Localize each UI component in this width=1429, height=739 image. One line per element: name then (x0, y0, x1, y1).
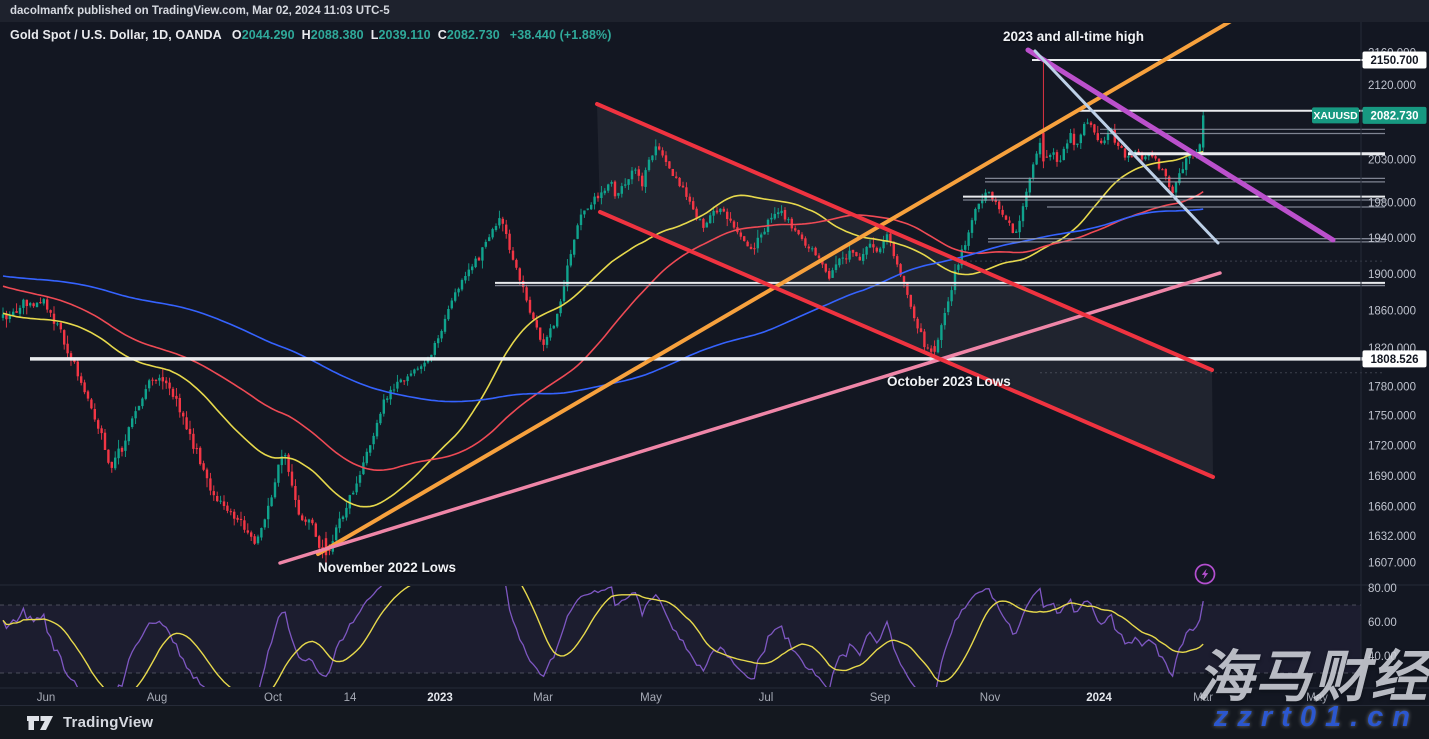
close-label: C (437, 28, 447, 42)
time-label: Jun (37, 692, 56, 704)
price-label: 2030.000 (1368, 155, 1416, 167)
annotation-all-time-high[interactable]: 2023 and all-time high (1003, 29, 1145, 44)
time-label: Aug (147, 692, 167, 704)
price-label: 2120.000 (1368, 80, 1416, 92)
candlestick-series[interactable] (1, 60, 1205, 563)
last-price-badge-bg (1362, 106, 1427, 124)
price-label: 1607.000 (1368, 558, 1416, 570)
change-value: +38.440 (+1.88%) (509, 28, 612, 42)
price-label: 1660.000 (1368, 502, 1416, 514)
tradingview-logo-icon[interactable] (26, 712, 54, 734)
time-label: Mar (1193, 692, 1213, 704)
publish-info: dacolmanfx published on TradingView.com,… (10, 5, 390, 17)
close-value: 2082.730 (446, 28, 500, 42)
low-label: L (370, 28, 379, 42)
level-price-badge: 1808.526 (1371, 354, 1419, 366)
price-label: 1720.000 (1368, 441, 1416, 453)
time-label: 14 (344, 692, 357, 704)
time-label: May (1306, 692, 1328, 704)
flash-icon[interactable] (1194, 563, 1216, 585)
annotation-november-2022-lows[interactable]: November 2022 Lows (318, 560, 457, 575)
time-label: Jul (759, 692, 774, 704)
high-value: 2088.380 (310, 28, 364, 42)
trend-channel-fill (597, 104, 1213, 477)
price-label: 1632.000 (1368, 531, 1416, 543)
ath-price-badge-bg (1362, 51, 1427, 69)
time-label: Nov (980, 692, 1001, 704)
trendline-uptrend-pink[interactable] (278, 271, 1222, 565)
time-axis[interactable]: Jun Aug Oct 14 2023 Mar May Jul Sep Nov 2024 Mar May (37, 692, 1328, 704)
ath-price-badge: 2150.700 (1371, 55, 1419, 67)
price-label: 1750.000 (1368, 411, 1416, 423)
time-label: Sep (870, 692, 890, 704)
open-label: O (231, 28, 242, 42)
time-label: 2023 (427, 692, 453, 704)
publish-header: dacolmanfx published on TradingView.com,… (0, 0, 1429, 22)
last-price-badge: 2082.730 (1371, 110, 1419, 122)
high-label: H (301, 28, 311, 42)
symbol-chip-bg (1312, 107, 1359, 124)
price-label: 1900.000 (1368, 269, 1416, 281)
rsi-line[interactable] (2, 560, 1204, 710)
level-price-badge-bg (1362, 350, 1427, 368)
annotation-october-2023-lows[interactable]: October 2023 Lows (887, 374, 1011, 389)
symbol-title[interactable]: Gold Spot / U.S. Dollar, 1D, OANDA (10, 28, 222, 42)
watermark-brand: 海马财经 (1197, 645, 1429, 708)
rsi-axis-label: 40.00 (1368, 651, 1397, 663)
price-label: 1780.000 (1368, 381, 1416, 393)
channel-lower-red[interactable] (598, 210, 1215, 479)
trendline-uptrend-orange[interactable] (316, 14, 1243, 556)
rsi-axis-label: 60.00 (1368, 617, 1397, 629)
ma-mid-red[interactable] (2, 190, 1204, 472)
symbol-chip: XAUUSD (1313, 110, 1358, 122)
trendline-down-purple[interactable] (1025, 47, 1336, 243)
low-value: 2039.110 (378, 28, 431, 42)
time-label: May (640, 692, 662, 704)
chart-legend[interactable]: Gold Spot / U.S. Dollar, 1D, OANDA O2044… (10, 28, 611, 42)
open-value: 2044.290 (241, 28, 295, 42)
time-label: Oct (264, 692, 283, 704)
trendline-down-steel[interactable] (1033, 49, 1220, 245)
time-label: 2024 (1086, 692, 1112, 704)
tradingview-logo-text[interactable]: TradingView (63, 714, 154, 731)
price-label: 1980.000 (1368, 198, 1416, 210)
channel-upper-red[interactable] (595, 102, 1214, 372)
horizontal-levels[interactable] (30, 59, 1385, 374)
time-label: Mar (533, 692, 553, 704)
price-label: 1690.000 (1368, 471, 1416, 483)
price-label: 1940.000 (1368, 233, 1416, 245)
ma-fast-yellow[interactable] (2, 150, 1204, 508)
price-label: 1860.000 (1368, 306, 1416, 318)
watermark-url: zzrt01.cn (1213, 701, 1419, 733)
footer-bar: TradingView (0, 705, 1429, 739)
rsi-signal-line[interactable] (2, 561, 1204, 700)
rsi-axis-label: 80.00 (1368, 583, 1397, 595)
